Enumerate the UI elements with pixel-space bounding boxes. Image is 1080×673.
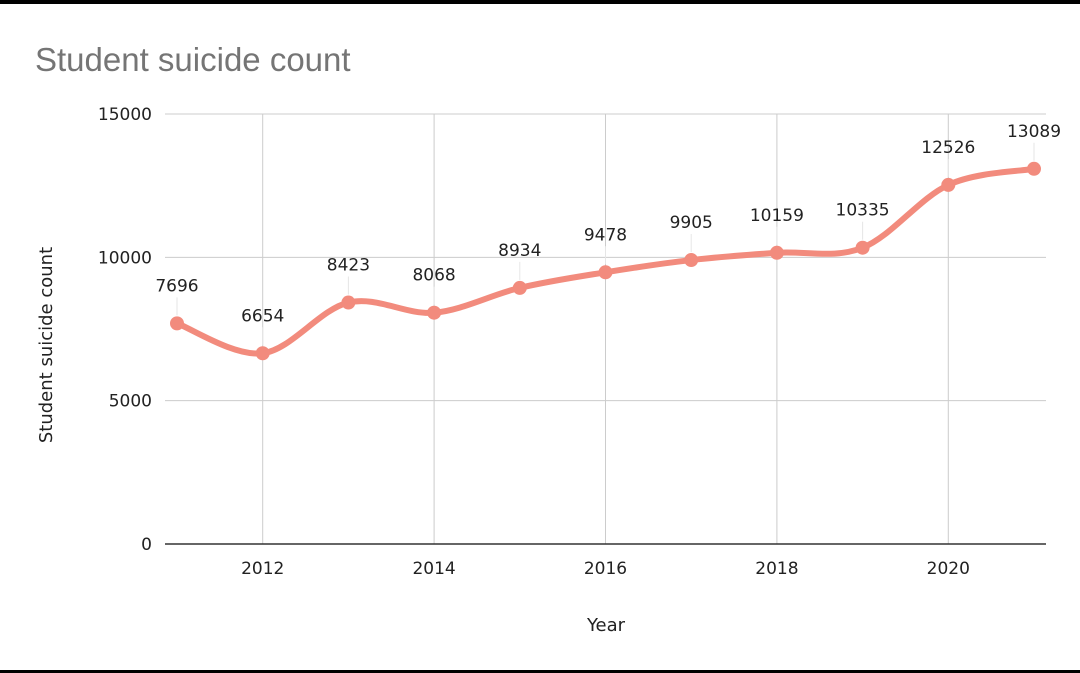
gridlines (165, 113, 1046, 544)
x-axis-tick-labels: 2012 2014 2016 2018 2020 (241, 559, 970, 579)
data-label: 8068 (412, 266, 455, 286)
data-point (255, 346, 270, 361)
data-label: 10335 (836, 201, 890, 221)
data-label: 13089 (1007, 122, 1061, 142)
data-label: 10159 (750, 206, 804, 226)
series-points (170, 161, 1041, 361)
x-tick-label: 2018 (755, 559, 798, 579)
line-chart: Student suicide count 0 5000 10000 15000 20… (35, 41, 1061, 636)
data-label: 6654 (241, 306, 284, 326)
data-point (855, 240, 870, 255)
y-axis-title: Student suicide count (36, 247, 57, 443)
y-tick-label: 0 (141, 535, 152, 555)
data-point (1027, 161, 1041, 176)
y-axis-tick-labels: 0 5000 10000 15000 (98, 105, 152, 555)
data-label: 9478 (584, 225, 627, 245)
data-labels: 7696 6654 8423 8068 8934 9478 9905 10159 10335 12… (155, 122, 1061, 346)
data-point (341, 295, 356, 310)
y-tick-label: 10000 (98, 248, 152, 268)
data-label: 12526 (921, 138, 975, 158)
x-tick-label: 2014 (412, 559, 455, 579)
data-label: 9905 (670, 213, 713, 233)
data-label: 8423 (327, 256, 370, 276)
chart-title: Student suicide count (35, 41, 351, 78)
data-point (598, 265, 613, 280)
data-point (427, 305, 442, 320)
x-tick-label: 2016 (584, 559, 627, 579)
data-point (941, 177, 956, 192)
data-label: 8934 (498, 241, 541, 261)
chart-frame: Student suicide count 0 5000 10000 15000 20… (0, 4, 1080, 670)
y-tick-label: 15000 (98, 105, 152, 125)
data-point (769, 245, 784, 260)
y-tick-label: 5000 (109, 392, 152, 412)
data-point (170, 316, 184, 331)
data-point (512, 280, 527, 295)
data-point (684, 253, 699, 268)
x-axis-title: Year (586, 615, 626, 636)
x-tick-label: 2020 (927, 559, 970, 579)
data-label: 7696 (155, 276, 198, 296)
x-tick-label: 2012 (241, 559, 284, 579)
